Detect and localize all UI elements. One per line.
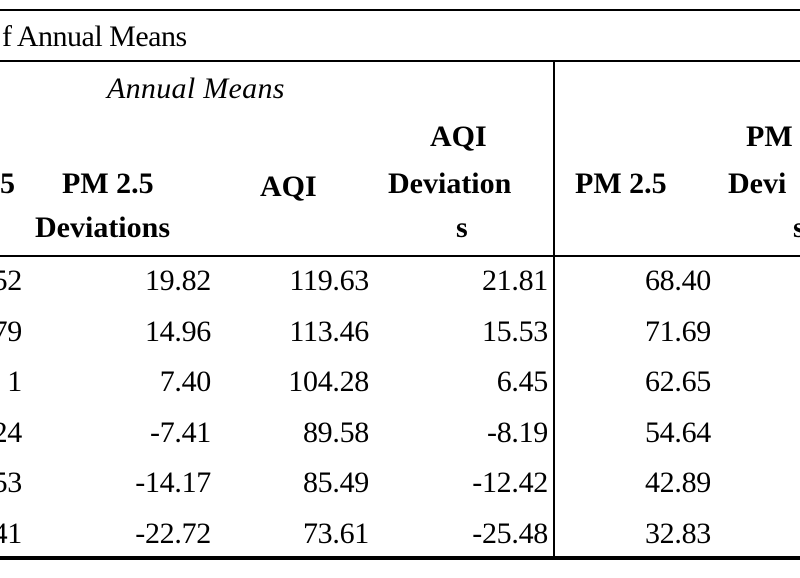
cell-aqi-deviation: -25.48 [472,517,548,550]
cell-pm25-deviation: 19.82 [144,264,211,297]
title-rule [0,60,800,62]
cell-aqi: 104.28 [288,365,369,398]
cell-aqi-deviation: 21.81 [481,264,548,297]
cell-col0: 53 [0,466,22,499]
header-col5-line1: PM [746,120,793,153]
header-col5-line3: s [793,211,800,244]
cell-pm25: 42.89 [644,466,711,499]
header-col1-line1: PM 2.5 [62,167,154,200]
cell-aqi-deviation: 6.45 [496,365,549,398]
cell-col0: 79 [0,315,22,348]
header-rule [0,255,800,257]
cell-pm25-deviation: -14.17 [135,466,211,499]
header-col3-line2: Deviation [388,167,512,200]
cell-pm25: 71.69 [644,315,711,348]
cell-pm25: 62.65 [644,365,711,398]
cell-col0: 24 [0,416,22,449]
top-rule [0,9,800,11]
cell-col0: 52 [0,264,22,297]
group-header-annual-means: Annual Means [107,72,285,105]
cell-pm25: 54.64 [644,416,711,449]
bottom-rule [0,556,800,560]
header-col4: PM 2.5 [575,167,667,200]
header-col0: 5 [0,167,15,200]
cell-aqi-deviation: -8.19 [487,416,548,449]
header-col2: AQI [260,170,317,203]
cell-aqi: 89.58 [302,416,369,449]
cell-aqi: 85.49 [302,466,369,499]
cell-aqi: 119.63 [289,264,369,297]
group-divider [553,60,555,558]
cell-pm25-deviation: 14.96 [144,315,211,348]
header-col3-line3: s [456,211,468,244]
header-col1-line2: Deviations [35,211,170,244]
cell-col0: 41 [0,517,22,550]
cell-pm25-deviation: -7.41 [150,416,211,449]
cell-aqi: 113.46 [289,315,369,348]
cell-pm25-deviation: 7.40 [159,365,212,398]
cell-aqi-deviation: -12.42 [472,466,548,499]
cell-aqi-deviation: 15.53 [481,315,548,348]
cell-aqi: 73.61 [302,517,369,550]
cell-col0: 1 [7,365,22,398]
header-col3-line1: AQI [430,120,487,153]
cell-pm25-deviation: -22.72 [135,517,211,550]
header-col5-line2: Devi [728,167,787,200]
cell-pm25: 32.83 [644,517,711,550]
table-title: f Annual Means [2,20,187,53]
cell-pm25: 68.40 [644,264,711,297]
